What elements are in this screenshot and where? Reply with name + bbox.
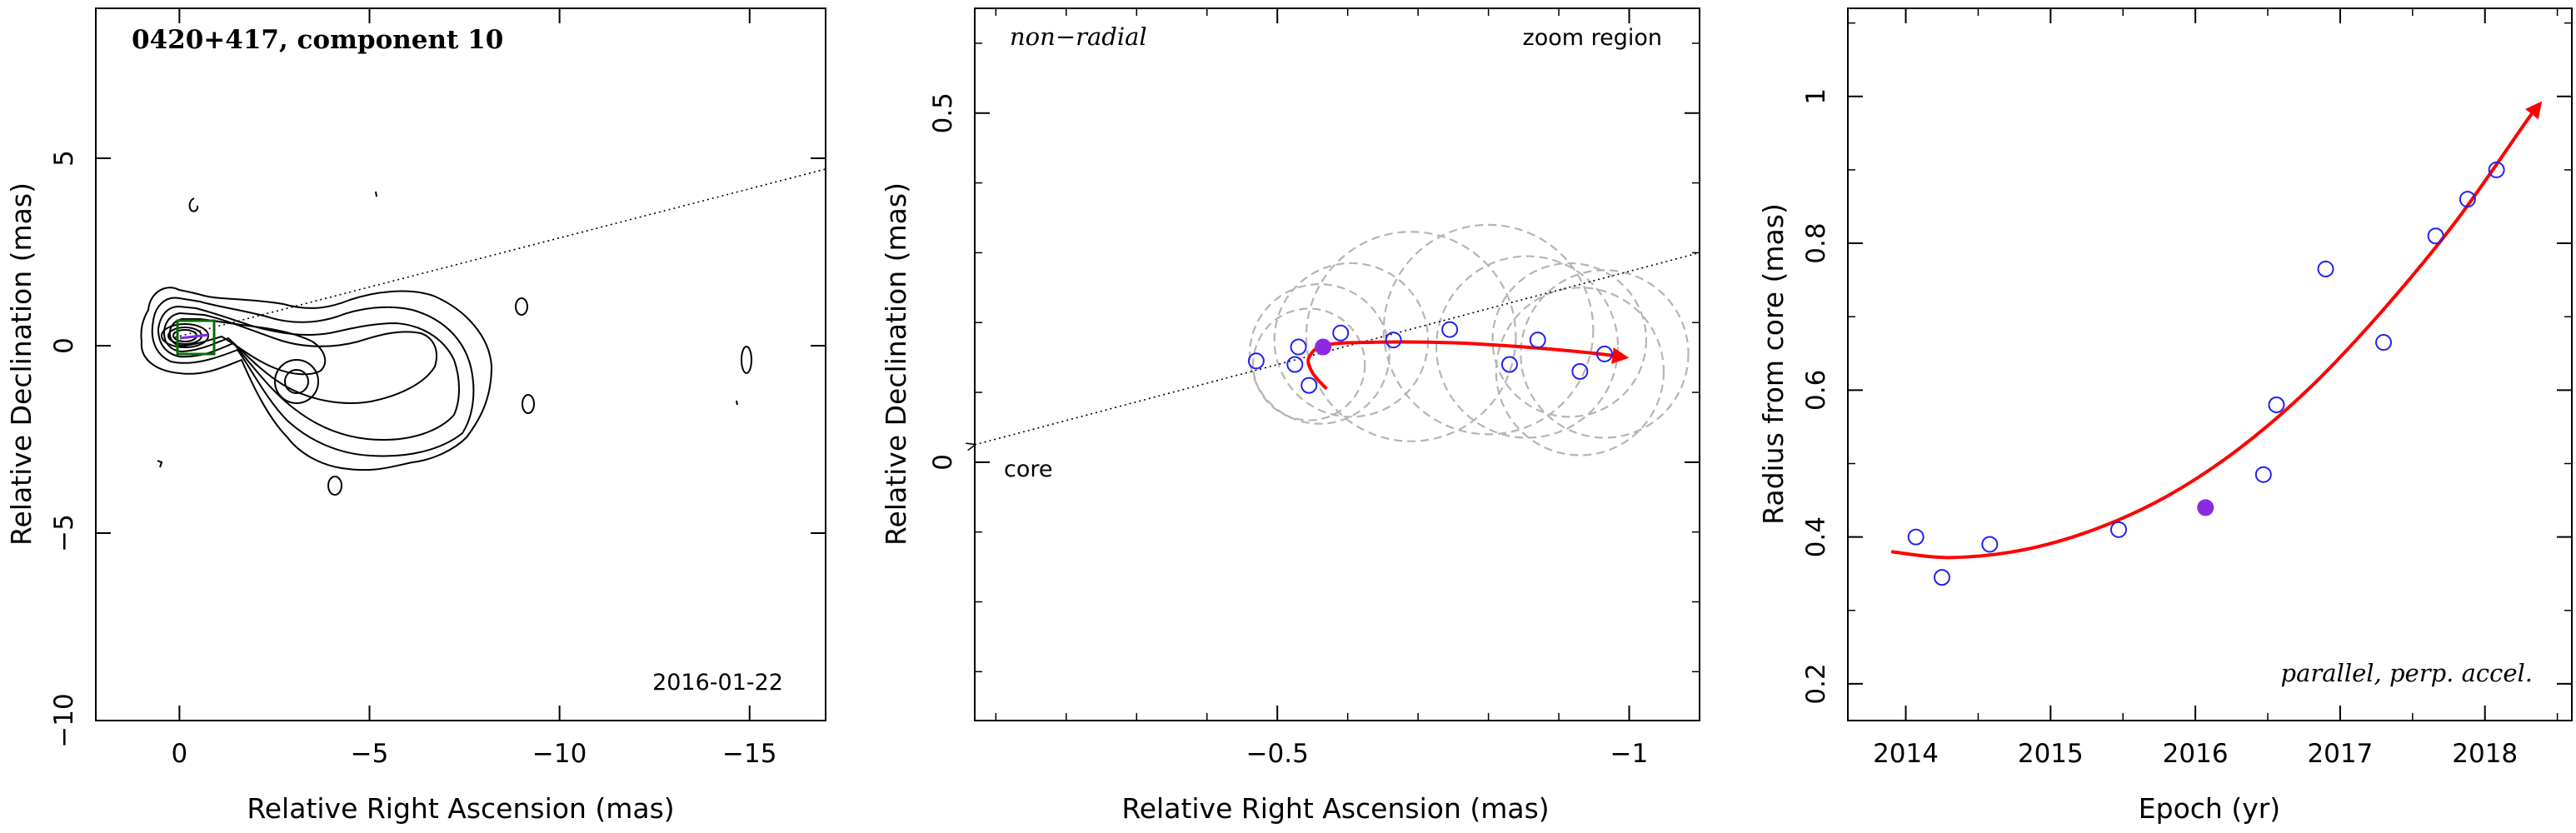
y-tick-label: 0.4	[1801, 516, 1831, 557]
component-circle	[1520, 269, 1690, 439]
radius-fit-curve	[1890, 101, 2543, 560]
y-tick-label: 0	[928, 454, 958, 471]
component-size-circles	[1248, 223, 1690, 456]
y-tick-label: 0.6	[1801, 370, 1831, 411]
panel-1-title: 0420+417, component 10	[132, 25, 503, 55]
x-tick-label: −10	[532, 739, 587, 769]
y-tick-label: −5	[49, 514, 79, 552]
radius-points	[1907, 161, 2505, 586]
panel-3-ticks: 2014 2015 2016 2017 2018 0.2 0.4 0.6 0.8 1	[1801, 8, 2572, 769]
radius-point	[2427, 227, 2444, 245]
position-point	[1500, 356, 1518, 373]
panel-1-jet-axis	[174, 168, 826, 338]
component-circle	[1435, 255, 1620, 439]
radius-point-current	[2197, 499, 2214, 516]
panel-1-date: 2016-01-22	[652, 670, 783, 696]
position-point	[1286, 356, 1304, 373]
x-tick-label: 0	[172, 739, 188, 769]
position-point	[1300, 377, 1318, 394]
component-circle	[1273, 262, 1430, 418]
radius-point	[2488, 161, 2505, 178]
position-point-current	[1315, 338, 1332, 356]
y-tick-label: 0.8	[1801, 222, 1831, 263]
panel-3-radius: 2014 2015 2016 2017 2018 0.2 0.4 0.6 0.8 1 parall…	[1757, 7, 2573, 825]
zoom-region-box	[176, 319, 216, 356]
radius-point	[2268, 396, 2285, 413]
x-tick-label: 2017	[2307, 739, 2373, 769]
panel-1-frame	[95, 7, 826, 721]
position-point	[1385, 332, 1402, 349]
radius-point	[2375, 334, 2393, 352]
position-point	[1332, 324, 1350, 342]
zoom-region-track	[179, 333, 209, 340]
trajectory-fit-curve	[1306, 340, 1630, 391]
radius-point	[2459, 191, 2476, 208]
y-tick-label: 0.5	[928, 92, 958, 133]
component-positions	[1247, 321, 1613, 394]
component-circle	[1491, 262, 1648, 418]
x-tick-label: −1	[1610, 739, 1649, 769]
position-point	[1529, 332, 1546, 349]
radius-point	[2254, 466, 2272, 483]
position-point	[1571, 362, 1589, 380]
jet-direction-line	[975, 252, 1700, 445]
panel-2-frame	[974, 7, 1700, 721]
component-circle	[1248, 283, 1390, 425]
component-circle	[1382, 223, 1595, 436]
y-tick-label: −10	[49, 693, 79, 747]
panel-3-ylabel: Radius from core (mas)	[1757, 203, 1790, 525]
x-tick-label: 2018	[2452, 739, 2518, 769]
position-point	[1290, 338, 1307, 356]
panel-2-ticks: −0.5 −1 0 0.5	[928, 8, 1700, 769]
component-circle	[1305, 231, 1517, 442]
panel-2-label-left: non−radial	[1010, 22, 1147, 51]
y-tick-label: 0.2	[1801, 663, 1831, 704]
radio-contours	[140, 191, 752, 496]
x-tick-label: 2016	[2163, 739, 2229, 769]
panel-2-zoom: −0.5 −1 0 0.5 non−radial zoom region core R…	[880, 7, 1700, 825]
position-point	[1595, 345, 1613, 362]
y-tick-label: 5	[49, 150, 79, 167]
panel-2-label-right: zoom region	[1523, 25, 1662, 51]
y-tick-label: 0	[49, 337, 79, 354]
x-tick-label: 2015	[2018, 739, 2084, 769]
component-circle	[1252, 307, 1366, 421]
radius-point	[2110, 521, 2128, 538]
radius-point	[1981, 536, 1999, 553]
panel-2-xlabel: Relative Right Ascension (mas)	[1121, 792, 1549, 825]
x-tick-label: −0.5	[1246, 739, 1309, 769]
radius-point	[1907, 528, 1925, 546]
panel-2-ylabel: Relative Declination (mas)	[880, 182, 912, 546]
position-point	[1441, 321, 1459, 338]
panel-3-xlabel: Epoch (yr)	[2139, 792, 2280, 825]
component-circle	[1495, 287, 1665, 456]
panel-1-ticks: 0 −5 −10 −15 −10 −5 0 5	[49, 8, 826, 769]
radius-point	[1933, 569, 1950, 586]
panel-1-ylabel: Relative Declination (mas)	[5, 182, 37, 546]
x-tick-label: −15	[722, 739, 776, 769]
panel-3-frame	[1847, 7, 2573, 721]
panel-1-map: 0 −5 −10 −15−10−505 0420+417, component 10 …	[5, 7, 826, 825]
core-label: core	[1004, 456, 1052, 482]
radius-point	[2317, 260, 2334, 277]
x-tick-label: 2014	[1873, 739, 1939, 769]
y-tick-label: 1	[1801, 88, 1831, 105]
panel-1-xlabel: Relative Right Ascension (mas)	[247, 792, 674, 825]
panel-3-label: parallel, perp. accel.	[2281, 659, 2533, 687]
x-tick-label: −5	[351, 739, 389, 769]
position-point	[1247, 352, 1265, 370]
